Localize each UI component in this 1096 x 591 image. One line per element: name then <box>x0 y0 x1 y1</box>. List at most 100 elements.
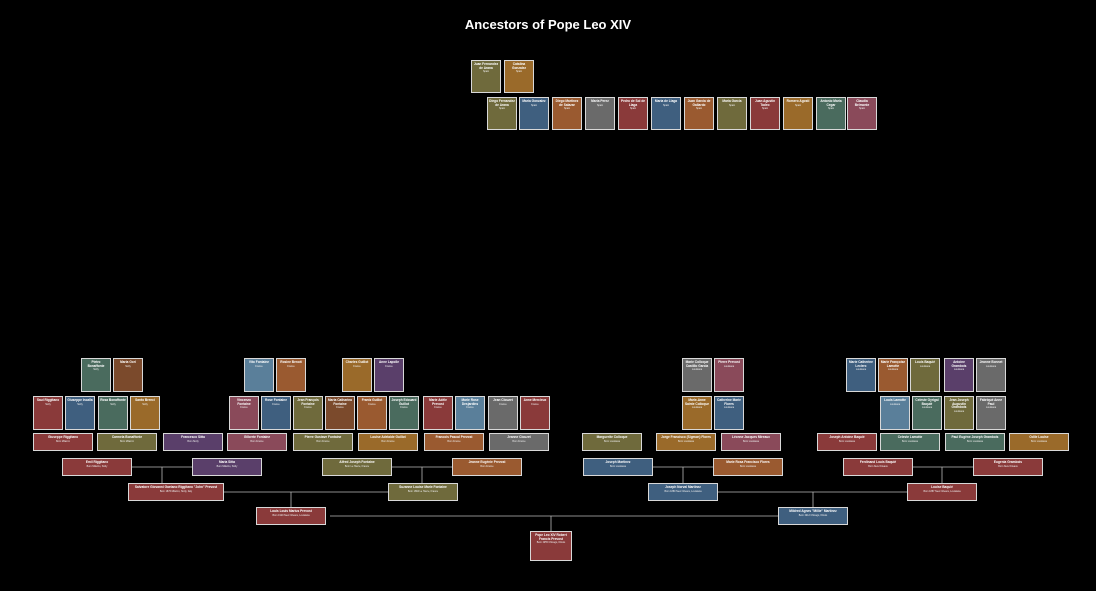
person-detail: Born Le Havre, France <box>344 464 370 468</box>
person-box: Maria Gonzalez Spain <box>519 97 549 130</box>
person-detail: France <box>531 402 539 406</box>
person-name: Marie Françoise Lamotte <box>880 360 906 368</box>
person-detail: Born 1880 New Orleans, Louisiana <box>664 489 702 493</box>
page-title: Ancestors of Pope Leo XIV <box>464 17 632 32</box>
person-name: Salvatore Giovanni Gaetano Riggitano "Jo… <box>134 485 218 489</box>
person-detail: Spain <box>728 103 736 107</box>
person-box: Vincenzo Fontaine France <box>229 396 259 430</box>
person-box: Maria de Llaga Spain <box>651 97 681 130</box>
person-name: Louise Baquié <box>931 485 953 489</box>
person-detail: Born 1955 Chicago, Illinois <box>536 541 566 545</box>
person-name: Charles Guillot <box>345 360 369 364</box>
person-detail: Born 1894 Le Havre, France <box>407 489 439 493</box>
person-box: Anne Lapolle France <box>374 358 404 392</box>
person-detail: France <box>400 406 408 410</box>
person-name: Fabriqué Anne Paul <box>979 398 1003 406</box>
person-detail: Born France <box>250 439 264 443</box>
person-box: Francois Pascal Prevost Born France <box>424 433 484 451</box>
person-detail: Born New Orleans <box>868 464 888 468</box>
person-name: Anne Mercieux <box>523 398 547 402</box>
person-detail: France <box>385 364 393 368</box>
person-name: Francesco Sitta <box>181 435 205 439</box>
person-name: Pierre Gustave Fontaine <box>304 435 342 439</box>
person-detail: Louisiana <box>691 368 703 372</box>
person-detail: Born France <box>512 439 526 443</box>
person-box: Carmela Bonaffonte Born Milazzo <box>97 433 157 451</box>
person-detail: Born Louisiana <box>839 439 855 443</box>
person-box: Saul Riggitano Sicily <box>33 396 63 430</box>
person-detail: Louisiana <box>953 409 965 413</box>
person-box: Antonio Maria Cegar Spain <box>816 97 846 130</box>
person-name: Jean Joseph Augustin Grambois <box>949 398 969 410</box>
person-detail: Born Louisiana <box>740 464 756 468</box>
person-detail: Louisiana <box>723 364 735 368</box>
person-name: Gilberte Fontaine <box>243 435 271 439</box>
person-name: Frantz Guillot <box>361 398 383 402</box>
person-name: Francois Pascal Prevost <box>435 435 473 439</box>
person-box: Diego Martinez de Salazar Spain <box>552 97 582 130</box>
person-name: Jeanne Eugénie Prevost <box>468 460 506 464</box>
person-detail: Born New Orleans <box>998 464 1018 468</box>
person-name: Juan Fernandez de Arana <box>473 62 499 70</box>
person-name: Eugenia Grambois <box>993 460 1023 464</box>
person-name: Pope Leo XIV Robert Francis Prevost <box>535 533 567 541</box>
person-box: Catalina Gonzalez Spain <box>504 60 534 93</box>
person-box: Joseph Norval Martinez Born 1880 New Orle… <box>648 483 718 501</box>
person-box: Ferdinand Louis Baquié Born New Orleans <box>843 458 913 476</box>
person-detail: Spain <box>515 70 523 74</box>
person-name: Emil Riggitano <box>85 460 109 464</box>
person-box: Juan Garcia de Gallardo Spain <box>684 97 714 130</box>
person-detail: Born Milazzo, Sicily <box>86 464 108 468</box>
person-name: Santo Brenci <box>135 398 155 402</box>
person-name: Marie Colloque Castillo Garcia <box>685 360 709 368</box>
person-name: Jeanne Bonnet <box>979 360 1003 364</box>
person-detail: Spain <box>498 107 506 111</box>
person-box: Fabriqué Anne Paul Louisiana <box>976 396 1006 430</box>
person-box: Pietro Bonaffonte Sicily <box>81 358 111 392</box>
person-detail: Born France <box>447 439 461 443</box>
person-name: Catherine Marie Flores <box>717 398 741 406</box>
person-detail: France <box>368 402 376 406</box>
person-box: Vito Fontaine France <box>244 358 274 392</box>
person-box: Marie Adèle Prevost France <box>423 396 453 430</box>
person-box: Alfred Joseph Fontaine Born Le Havre, Fra… <box>322 458 392 476</box>
person-name: Maria Garcia <box>722 99 742 103</box>
person-box: Romero Agosti Spain <box>783 97 813 130</box>
person-box: Pierre Prevost Louisiana <box>714 358 744 392</box>
person-detail: Spain <box>629 107 637 111</box>
person-name: Jean Clouzet <box>493 398 513 402</box>
person-name: Joseph Edouard Guillot <box>391 398 417 406</box>
person-detail: Born France <box>316 439 330 443</box>
person-box: Giuseppe Riggitano Born Milazzo <box>33 433 93 451</box>
person-box: Emil Riggitano Born Milazzo, Sicily <box>62 458 132 476</box>
person-box: Suzanne Louise Marie Fontaine Born 1894 L… <box>388 483 458 501</box>
person-box: Jorge Francisco (Sigmon) Flores Born Loui… <box>656 433 716 451</box>
person-box: Rosine Benoit France <box>276 358 306 392</box>
person-box: Joseph Martinez Born Louisiana <box>583 458 653 476</box>
person-detail: Born Louisiana <box>678 439 694 443</box>
person-box: Celeste Lamotte Born Louisiana <box>880 433 940 451</box>
person-name: Giuseppe Incalla <box>67 398 93 402</box>
person-box: Antoine Grambois Louisiana <box>944 358 974 392</box>
person-detail: Born Milazzo, Sicily <box>216 464 238 468</box>
person-box: Marie-Anne Sainte Colloque Louisiana <box>682 396 712 430</box>
person-name: Louise Adelaide Guillot <box>370 435 406 439</box>
person-box: Diego Fernandez de Arana Spain <box>487 97 517 130</box>
person-box: Eugenia Grambois Born New Orleans <box>973 458 1043 476</box>
person-detail: France <box>287 364 295 368</box>
person-box: Jeanne Bonnet Louisiana <box>976 358 1006 392</box>
person-name: Vito Fontaine <box>248 360 270 364</box>
person-name: Maria Catharina Fontaine <box>328 398 352 406</box>
root-box: Pope Leo XIV Robert Francis Prevost Born … <box>530 531 572 561</box>
person-detail: Born Louisiana <box>967 439 983 443</box>
person-name: Maria Perez <box>591 99 609 103</box>
person-detail: Spain <box>563 107 571 111</box>
person-detail: Spain <box>761 107 769 111</box>
person-box: Rosa Bonaffonte Sicily <box>98 396 128 430</box>
person-box: Rose Fontaine France <box>261 396 291 430</box>
person-box: Louise Baquié Born 1887 New Orleans, Loui… <box>907 483 977 501</box>
person-detail: Louisiana <box>985 364 997 368</box>
person-name: Marie Rosa Francisco Flores <box>726 460 770 464</box>
person-box: Maria Garcia Spain <box>717 97 747 130</box>
person-name: Catalina Gonzalez <box>512 62 526 70</box>
